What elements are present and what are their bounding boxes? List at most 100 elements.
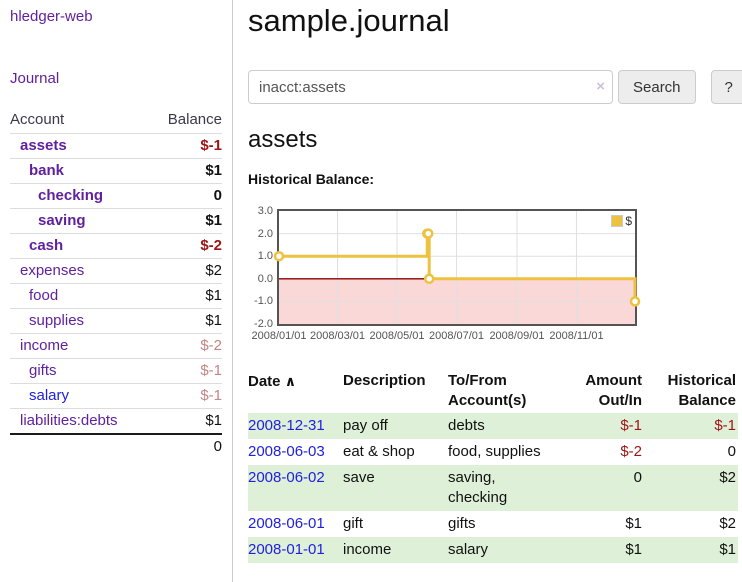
account-balance: $-1	[200, 137, 222, 154]
register-balance: 0	[727, 443, 736, 460]
account-link-bank[interactable]: bank	[29, 162, 65, 179]
search-button[interactable]: Search	[618, 70, 696, 104]
account-link-food[interactable]: food	[29, 287, 59, 304]
y-tick-label: 0.0	[257, 272, 273, 285]
accounts-col-account: Account	[10, 111, 65, 128]
account-row: assets $-1	[10, 133, 222, 159]
x-tick-label: 2008/09/01	[489, 330, 545, 342]
account-link-saving[interactable]: saving	[38, 212, 86, 229]
x-tick-label: 2008/03/01	[309, 330, 366, 342]
register-amount: $-1	[620, 417, 642, 434]
search-bar: × Search ?	[248, 70, 742, 104]
x-tick-label: 2008/01/01	[251, 330, 307, 342]
register-accounts: saving, checking	[448, 469, 508, 506]
accounts-table: Account Balance assets $-1 bank $1 checking 0…	[10, 108, 222, 459]
account-link-gifts[interactable]: gifts	[29, 362, 57, 379]
register-col-description: Description	[343, 372, 426, 389]
register-row: 2008-06-01 gift gifts $1 $2	[248, 511, 738, 537]
register-row: 2008-06-02 save saving, checking 0 $2	[248, 465, 738, 511]
account-balance: $1	[205, 412, 222, 429]
register-description: income	[343, 541, 392, 558]
register-row: 2008-01-01 income salary $1 $1	[248, 537, 738, 563]
account-balance: $2	[205, 262, 222, 279]
register-table: Date ∧ Description To/From Account(s) Am…	[248, 371, 738, 563]
x-tick-label: 2008/05/01	[369, 330, 425, 342]
account-row: expenses $2	[10, 258, 222, 284]
accounts-body: assets $-1 bank $1 checking 0 saving $1 cash $-2 e…	[10, 133, 222, 435]
brand-link[interactable]: hledger-web	[10, 8, 93, 25]
account-link-expenses[interactable]: expenses	[20, 262, 85, 279]
register-balance: $-1	[714, 417, 736, 434]
account-link-income[interactable]: income	[20, 337, 69, 354]
register-date-link[interactable]: 2008-06-01	[248, 515, 325, 532]
account-balance: $-2	[200, 337, 222, 354]
register-col-accounts: To/From Account(s)	[448, 372, 527, 409]
chart-legend: $	[611, 214, 632, 228]
search-input[interactable]	[248, 70, 613, 104]
clear-search-icon[interactable]: ×	[596, 78, 605, 95]
register-accounts: debts	[448, 417, 485, 434]
help-button[interactable]: ?	[710, 70, 742, 104]
x-tick-label: 2008/11/01	[549, 330, 604, 342]
register-date-cell: 2008-06-03	[248, 439, 343, 465]
account-balance: $-2	[200, 237, 222, 254]
chart-canvas	[273, 211, 641, 324]
y-tick-label: 1.0	[257, 250, 273, 263]
accounts-total-row: 0	[10, 434, 222, 459]
account-row: checking 0	[10, 183, 222, 209]
account-row: income $-2	[10, 333, 222, 359]
account-balance: $-1	[200, 387, 222, 404]
main-content: sample.journal × Search ? assets Histori…	[248, 0, 742, 563]
register-row: 2008-12-31 pay off debts $-1 $-1	[248, 413, 738, 439]
account-row: bank $1	[10, 158, 222, 184]
register-date-link[interactable]: 2008-01-01	[248, 541, 325, 558]
y-tick-label: -2.0	[254, 318, 273, 330]
register-description: gift	[343, 515, 364, 532]
register-date-cell: 2008-12-31	[248, 413, 343, 439]
account-row: food $1	[10, 283, 222, 309]
account-link-supplies[interactable]: supplies	[29, 312, 85, 329]
page-title: sample.journal	[248, 3, 450, 38]
legend-color-swatch	[611, 215, 624, 227]
account-link-liabilities-debts[interactable]: liabilities:debts	[20, 412, 118, 429]
account-balance: $1	[205, 212, 222, 229]
register-balance: $2	[719, 515, 736, 532]
register-date-link[interactable]: 2008-06-02	[248, 469, 325, 486]
register-accounts: gifts	[448, 515, 476, 532]
account-row: supplies $1	[10, 308, 222, 334]
chart-title: Historical Balance:	[248, 171, 375, 187]
account-link-assets[interactable]: assets	[20, 137, 67, 154]
account-link-cash[interactable]: cash	[29, 237, 64, 254]
register-amount: $1	[625, 515, 642, 532]
account-link-salary[interactable]: salary	[29, 387, 70, 404]
register-col-date-label: Date	[248, 373, 281, 390]
register-balance: $1	[719, 541, 736, 558]
chart-plot-area: $	[273, 209, 641, 326]
x-tick-label: 2008/07/01	[428, 330, 485, 342]
register-balance: $2	[719, 469, 736, 486]
register-row: 2008-06-03 eat & shop food, supplies $-2 0	[248, 439, 738, 465]
register-col-date[interactable]: Date ∧	[248, 371, 343, 413]
register-description: save	[343, 469, 375, 486]
register-amount: $1	[625, 541, 642, 558]
register-date-link[interactable]: 2008-12-31	[248, 417, 325, 434]
account-row: gifts $-1	[10, 358, 222, 384]
register-amount: 0	[633, 469, 642, 486]
account-balance: $1	[205, 287, 222, 304]
account-heading: assets	[248, 126, 318, 153]
sidebar-item-journal[interactable]: Journal	[10, 70, 60, 87]
register-accounts: food, supplies	[448, 443, 541, 460]
legend-label: $	[625, 214, 632, 228]
register-body: 2008-12-31 pay off debts $-1 $-1 2008-06-03 ea…	[248, 413, 738, 563]
account-row: saving $1	[10, 208, 222, 234]
historical-balance-chart: 3.0 2.0 1.0 0.0 -1.0 -2.0 $ 2008/01/01 2008/03…	[248, 205, 738, 349]
register-description: eat & shop	[343, 443, 415, 460]
account-balance: 0	[213, 187, 222, 204]
register-amount: $-2	[620, 443, 642, 460]
register-date-cell: 2008-06-01	[248, 511, 343, 537]
register-date-cell: 2008-01-01	[248, 537, 343, 563]
account-balance: $1	[205, 312, 222, 329]
register-date-link[interactable]: 2008-06-03	[248, 443, 325, 460]
account-link-checking[interactable]: checking	[38, 187, 104, 204]
